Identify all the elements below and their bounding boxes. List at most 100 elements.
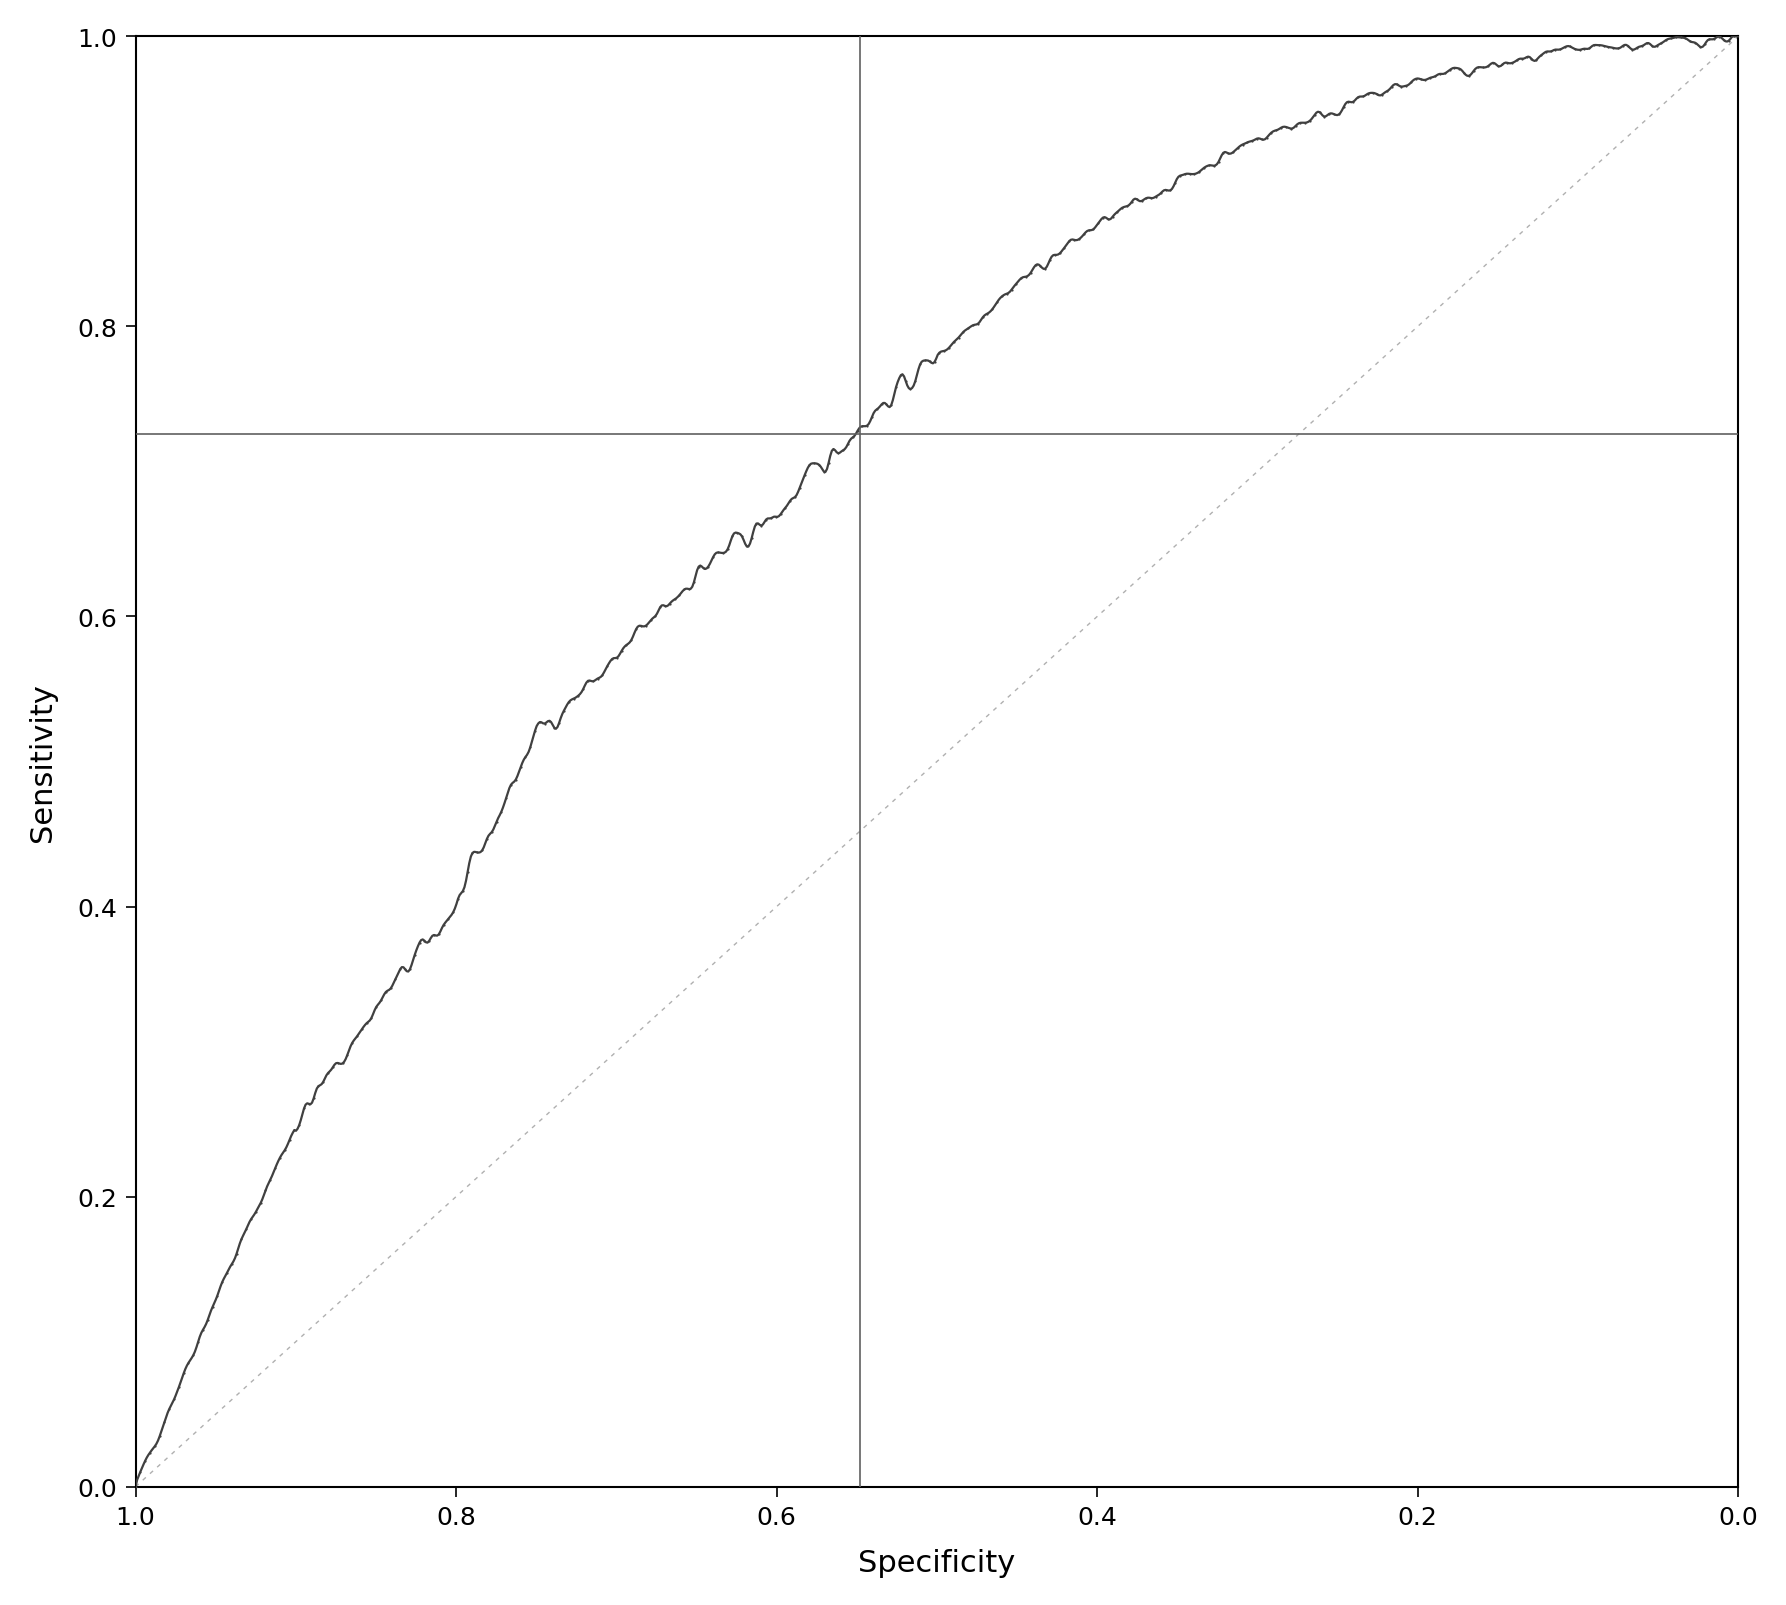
Point	[554, 690, 582, 716]
Point	[843, 419, 872, 445]
Point	[1045, 241, 1073, 266]
Point	[564, 684, 593, 709]
Point	[757, 506, 786, 531]
Point	[1104, 201, 1132, 226]
Point	[1556, 35, 1584, 61]
Point	[309, 1069, 338, 1095]
Point	[1672, 26, 1700, 51]
Point	[834, 432, 863, 457]
Point	[280, 1117, 309, 1143]
Point	[738, 526, 766, 552]
Point	[338, 1030, 366, 1056]
Point	[255, 1167, 284, 1193]
Point	[1209, 141, 1238, 167]
Point	[1561, 37, 1590, 63]
Point	[1436, 58, 1465, 83]
Point	[141, 1433, 170, 1459]
Point	[573, 669, 602, 695]
Point	[179, 1342, 207, 1367]
X-axis label: Specificity: Specificity	[859, 1549, 1016, 1578]
Point	[1522, 48, 1550, 74]
Point	[175, 1350, 204, 1375]
Point	[1016, 260, 1045, 286]
Point	[1695, 27, 1723, 53]
Point	[1286, 111, 1314, 136]
Point	[1098, 205, 1127, 231]
Point	[997, 278, 1025, 303]
Point	[1281, 114, 1309, 140]
Point	[1661, 26, 1690, 51]
Point	[823, 441, 852, 467]
Point	[747, 514, 775, 539]
Point	[1675, 29, 1704, 55]
Point	[1359, 80, 1388, 106]
Point	[363, 995, 391, 1021]
Point	[1306, 100, 1334, 125]
Point	[170, 1361, 198, 1387]
Point	[1604, 37, 1632, 63]
Point	[684, 554, 713, 579]
Point	[588, 663, 616, 689]
Point	[207, 1270, 236, 1295]
Point	[916, 350, 945, 376]
Point	[1122, 188, 1150, 213]
Point	[632, 613, 661, 639]
Point	[1036, 247, 1064, 273]
Point	[1445, 56, 1473, 82]
Point	[1248, 127, 1277, 152]
Point	[579, 669, 607, 695]
Point	[1272, 116, 1300, 141]
Point	[468, 838, 497, 863]
Point	[522, 719, 550, 745]
Point	[425, 921, 454, 947]
Point	[198, 1294, 227, 1319]
Point	[1232, 130, 1261, 156]
Point	[1031, 257, 1059, 282]
Point	[743, 512, 772, 538]
Point	[1340, 90, 1368, 116]
Point	[1252, 125, 1281, 151]
Point	[193, 1306, 221, 1332]
Point	[1377, 75, 1406, 101]
Point	[1118, 189, 1147, 215]
Point	[1363, 82, 1391, 108]
Point	[130, 1448, 159, 1473]
Point	[400, 942, 429, 968]
Point	[761, 504, 789, 530]
Point	[1311, 104, 1340, 130]
Point	[1152, 178, 1181, 204]
Point	[1575, 37, 1604, 63]
Point	[655, 591, 684, 616]
Point	[502, 767, 530, 793]
Point	[805, 453, 834, 478]
Point	[931, 339, 959, 364]
Point	[473, 827, 502, 852]
Point	[1595, 35, 1623, 61]
Point	[286, 1112, 314, 1138]
Point	[954, 316, 982, 342]
Point	[934, 335, 963, 361]
Point	[429, 913, 457, 939]
Point	[709, 541, 738, 567]
Point	[1214, 141, 1243, 167]
Point	[1686, 35, 1715, 61]
Point	[536, 708, 564, 733]
Point	[675, 576, 704, 602]
Point	[380, 966, 409, 992]
Point	[459, 841, 488, 867]
Point	[1291, 111, 1320, 136]
Point	[1709, 29, 1738, 55]
Point	[1541, 37, 1570, 63]
Point	[1138, 186, 1166, 212]
Point	[780, 485, 809, 510]
Point	[1329, 95, 1357, 120]
Point	[872, 392, 900, 417]
Point	[1204, 149, 1232, 175]
Point	[1300, 103, 1329, 128]
Point	[838, 425, 866, 451]
Point	[988, 284, 1016, 310]
Point	[454, 859, 482, 884]
Point	[948, 319, 977, 345]
Point	[1402, 67, 1431, 93]
Point	[1007, 266, 1036, 292]
